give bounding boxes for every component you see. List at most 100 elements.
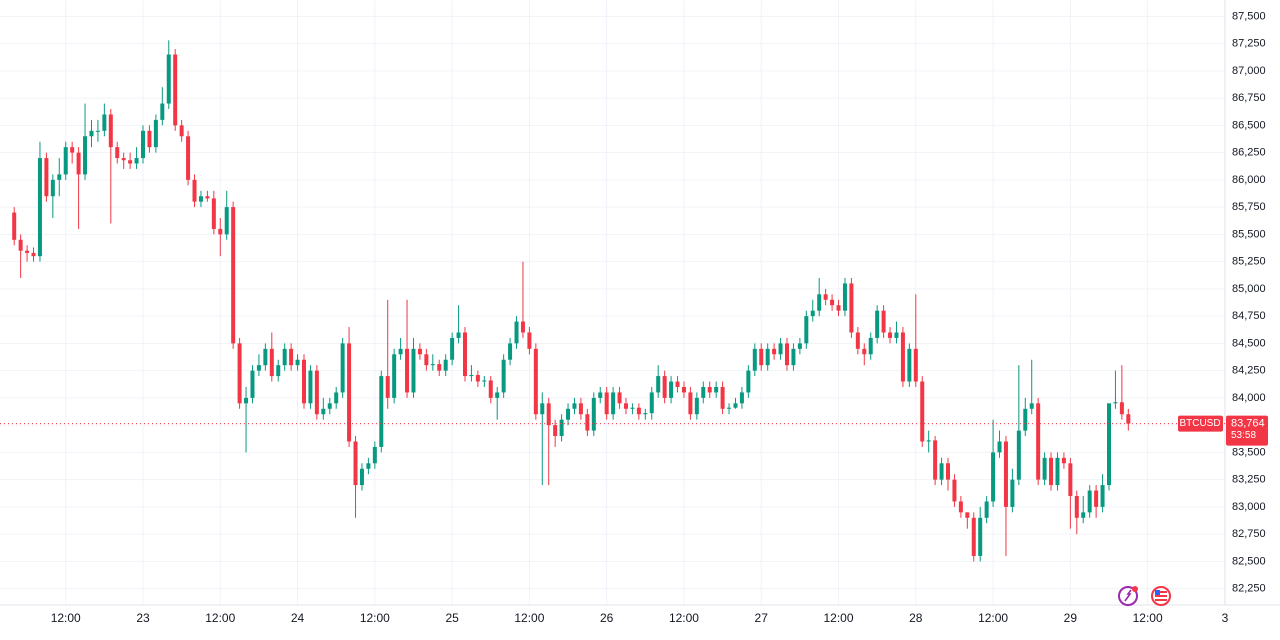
candle-body	[1036, 403, 1041, 480]
candle-body	[231, 207, 236, 344]
candle-body	[134, 158, 139, 164]
candle-body	[160, 103, 165, 120]
y-tick-label: 87,250	[1232, 38, 1266, 50]
candle-body	[694, 397, 699, 415]
candle-body	[1061, 457, 1066, 464]
candle-body	[797, 343, 802, 349]
candle-body	[643, 413, 648, 415]
candle-body	[115, 147, 120, 159]
candle-body	[984, 501, 989, 518]
candle-body	[540, 403, 545, 415]
x-tick-label: 27	[755, 611, 769, 625]
y-tick-label: 83,000	[1232, 501, 1266, 513]
candle-body	[830, 299, 835, 306]
candle-body	[727, 407, 732, 409]
candle-body	[636, 407, 641, 415]
candle-body	[585, 414, 590, 431]
candle-body	[1087, 490, 1092, 513]
candle-body	[546, 403, 551, 426]
y-tick-label: 85,500	[1232, 228, 1266, 240]
candle-body	[482, 380, 487, 382]
x-tick-label: 25	[445, 611, 459, 625]
candle-body	[649, 392, 654, 414]
candle-body	[18, 239, 23, 251]
candle-body	[495, 392, 500, 398]
candle-body	[450, 337, 455, 360]
candle-body	[1100, 485, 1105, 507]
candle-body	[153, 119, 158, 148]
flag-stripe	[1155, 591, 1167, 593]
candle-body	[57, 174, 62, 180]
candle-body	[424, 354, 429, 366]
candle-body	[366, 463, 371, 469]
candle-body	[946, 463, 950, 480]
candle-body	[997, 441, 1002, 453]
candle-body	[1010, 479, 1015, 507]
candle-body	[572, 403, 577, 409]
candle-body	[463, 332, 467, 377]
candle-body	[855, 332, 860, 349]
y-tick-label: 82,500	[1232, 555, 1266, 567]
candle-body	[952, 479, 957, 502]
candle-body	[211, 198, 216, 229]
candle-body	[25, 250, 30, 253]
alert-icon[interactable]	[1118, 586, 1138, 606]
y-tick-label: 85,000	[1232, 283, 1266, 295]
candle-body	[244, 397, 249, 404]
candle-body	[791, 348, 796, 366]
toolbar-icons[interactable]	[1118, 586, 1171, 606]
candle-body	[578, 403, 583, 415]
candle-body	[926, 440, 931, 442]
x-tick-label: 12:00	[51, 611, 81, 625]
y-tick-label: 84,000	[1232, 392, 1266, 404]
x-tick-label: 12:00	[205, 611, 235, 625]
candle-body	[533, 348, 538, 415]
candle-body	[237, 343, 242, 404]
candle-body	[752, 348, 757, 371]
candle-body	[553, 425, 558, 437]
candle-body	[205, 196, 210, 199]
candle-body	[102, 114, 107, 131]
candle-body	[1003, 441, 1008, 507]
candle-body	[913, 348, 918, 382]
candle-body	[662, 376, 667, 398]
candle-body	[276, 365, 281, 377]
x-tick-label: 28	[909, 611, 923, 625]
candle-body	[566, 408, 571, 420]
y-tick-label: 84,500	[1232, 337, 1266, 349]
x-tick-label: 12:00	[978, 611, 1008, 625]
candle-body	[772, 348, 777, 355]
candle-body	[501, 359, 506, 393]
y-tick-label: 83,250	[1232, 474, 1266, 486]
candle-body	[340, 343, 345, 393]
candle-body	[920, 381, 925, 442]
candle-body	[475, 374, 480, 382]
symbol-tag	[1178, 415, 1223, 432]
x-tick-label: 26	[600, 611, 614, 625]
candle-body	[688, 392, 693, 415]
y-tick-label: 84,750	[1232, 310, 1266, 322]
candle-body	[50, 179, 55, 197]
candle-body	[63, 147, 68, 175]
candle-body	[733, 403, 738, 408]
candle-body	[1042, 457, 1047, 480]
candle-body	[379, 376, 384, 447]
candle-body	[965, 512, 970, 518]
y-tick-label: 87,000	[1232, 65, 1266, 77]
flag-stripe	[1155, 599, 1167, 601]
candle-body	[12, 212, 17, 240]
candle-body	[1113, 402, 1118, 404]
candle-body	[508, 343, 513, 360]
candle-body	[263, 348, 268, 366]
candle-body	[1119, 402, 1124, 415]
candle-body	[617, 392, 622, 404]
candle-body	[353, 441, 358, 486]
candles	[12, 40, 1131, 562]
candle-body	[778, 343, 783, 355]
x-tick-label: 3	[1222, 611, 1229, 625]
x-tick-label: 29	[1064, 611, 1078, 625]
candle-body	[488, 380, 493, 398]
candle-body	[147, 130, 152, 148]
